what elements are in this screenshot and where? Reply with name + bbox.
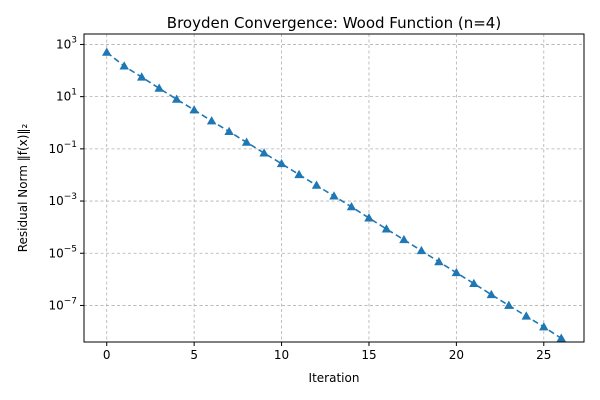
data-point-triangle: [171, 94, 182, 103]
x-tick-label: 5: [190, 348, 198, 362]
data-point-triangle: [102, 47, 112, 56]
data-point-triangle: [119, 61, 129, 70]
data-point-triangle: [539, 322, 549, 331]
x-axis-label: Iteration: [309, 371, 360, 385]
plot-frame: [83, 33, 585, 343]
chart-title: Broyden Convergence: Wood Function (n=4): [167, 14, 501, 32]
data-point-triangle: [451, 267, 462, 277]
y-tick-label: 103: [56, 35, 77, 51]
x-tick-label: 10: [274, 348, 289, 362]
x-axis-ticks: 0 5 10 15 20 25: [103, 342, 551, 362]
data-point-triangle: [364, 213, 374, 222]
data-point-triangle: [346, 202, 357, 211]
x-tick-label: 25: [536, 348, 551, 362]
data-point-triangle: [469, 278, 479, 288]
data-point-triangle: [259, 148, 269, 157]
y-tick-label: 10−5: [48, 244, 77, 260]
data-point-triangle: [276, 158, 287, 168]
data-point-triangle: [521, 311, 532, 320]
data-point-triangle: [189, 105, 199, 114]
y-tick-label: 10−3: [48, 192, 77, 208]
data-point-triangle: [224, 126, 234, 135]
data-point-triangle: [434, 257, 444, 266]
grid: [84, 34, 584, 342]
data-point-triangle: [416, 245, 427, 255]
y-tick-label: 101: [56, 88, 77, 104]
data-point-triangle: [136, 72, 147, 81]
data-point-triangle: [556, 333, 566, 342]
data-point-triangle: [206, 116, 217, 125]
series-layer: [102, 47, 566, 342]
data-point-triangle: [294, 169, 304, 179]
data-point-triangle: [399, 234, 409, 244]
x-tick-label: 15: [361, 348, 376, 362]
y-axis-label: Residual Norm ‖f(x)‖₂: [16, 124, 30, 253]
x-tick-label: 0: [103, 348, 111, 362]
data-point-triangle: [154, 83, 164, 92]
y-tick-label: 10−7: [48, 296, 77, 312]
x-tick-label: 20: [449, 348, 464, 362]
data-point-triangle: [241, 137, 252, 146]
data-point-triangle: [311, 180, 322, 189]
data-point-triangle: [486, 289, 497, 299]
data-point-triangle: [381, 224, 392, 233]
y-axis-ticks: 103 101 10−1 10−3 10−5 10−7: [48, 35, 84, 312]
data-point-triangle: [329, 191, 339, 200]
y-tick-label: 10−1: [48, 140, 77, 156]
data-point-triangle: [504, 300, 514, 309]
